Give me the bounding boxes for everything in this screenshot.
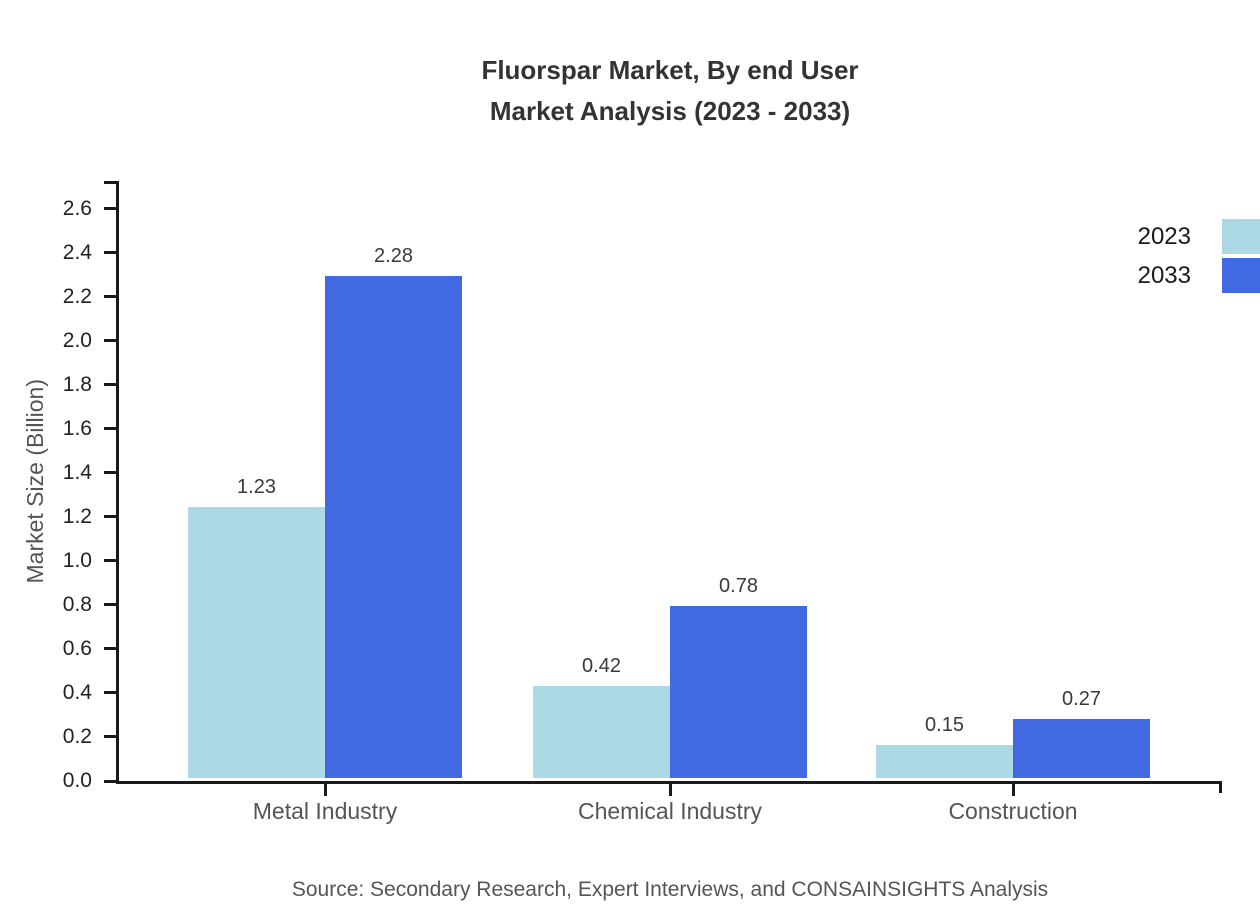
y-tick-label: 2.2: [62, 284, 92, 308]
y-tick-mark: [104, 251, 116, 255]
source-note: Source: Secondary Research, Expert Inter…: [291, 878, 1049, 901]
x-tick-mark: [668, 784, 672, 796]
y-tick-mark: [104, 691, 116, 695]
y-tick-mark: [104, 427, 116, 431]
y-tick-label: 1.2: [62, 504, 92, 528]
y-tick-mark: [104, 779, 116, 783]
y-tick-mark: [104, 515, 116, 519]
y-tick-mark: [104, 735, 116, 739]
bar-2033-construction: [1013, 719, 1150, 778]
bar-2023-chemical-industry: [533, 686, 670, 778]
bar-value-label-2033-chemical-industry: 0.78: [719, 575, 758, 597]
y-tick-label: 1.4: [62, 460, 92, 484]
y-tick-mark: [104, 295, 116, 299]
x-axis-end-cap: [1219, 781, 1222, 793]
y-axis-end-cap: [104, 181, 116, 184]
y-tick-mark: [104, 559, 116, 563]
bar-value-label-2033-metal-industry: 2.28: [374, 245, 413, 267]
chart-title-line1: Fluorspar Market, By end User: [481, 55, 859, 85]
y-tick-label: 0.6: [62, 636, 92, 660]
y-tick-label: 0.0: [62, 769, 92, 792]
y-tick-label: 1.0: [62, 548, 92, 572]
y-tick-label: 2.0: [62, 328, 92, 352]
y-tick-mark: [104, 471, 116, 475]
chart-title-line2: Market Analysis (2023 - 2033): [489, 96, 851, 126]
y-tick-mark: [104, 339, 116, 343]
legend-item-2023: 2023: [1138, 219, 1260, 254]
bar-2033-metal-industry: [325, 276, 462, 778]
y-axis-line: [116, 181, 119, 784]
plot-area: 0.0 0.2 0.4 0.6 0.8 1.0 1.2 1.4 1.6 1.8 2.0 2.2 2.4 2…: [63, 181, 1222, 824]
legend-swatch-2023: [1222, 219, 1260, 254]
y-tick-label: 0.4: [62, 680, 92, 704]
y-tick-label: 2.6: [62, 196, 92, 220]
y-tick-mark: [104, 647, 116, 651]
x-category-label-construction: Construction: [948, 798, 1078, 824]
bar-2023-metal-industry: [188, 507, 325, 778]
y-tick-mark: [104, 603, 116, 607]
bar-value-label-2033-construction: 0.27: [1062, 688, 1101, 710]
x-category-label-chemical-industry: Chemical Industry: [577, 798, 763, 824]
y-tick-label: 1.8: [62, 372, 92, 396]
legend-swatch-2033: [1222, 258, 1260, 293]
bar-value-label-2023-construction: 0.15: [925, 714, 964, 736]
y-tick-label: 1.6: [62, 416, 92, 440]
x-tick-mark: [323, 784, 327, 796]
bar-value-label-2023-chemical-industry: 0.42: [582, 655, 621, 677]
y-tick-mark: [104, 383, 116, 387]
y-tick-mark: [104, 207, 116, 211]
x-category-label-metal-industry: Metal Industry: [252, 798, 398, 824]
legend-item-2033: 2033: [1138, 258, 1260, 293]
legend: 2023 2033: [1138, 219, 1260, 297]
bar-2033-chemical-industry: [670, 606, 807, 778]
bar-2023-construction: [876, 745, 1013, 778]
y-tick-label: 0.8: [62, 592, 92, 616]
y-tick-label: 0.2: [62, 724, 92, 748]
y-tick-label: 2.4: [62, 240, 92, 264]
legend-label-2033: 2033: [1137, 261, 1191, 289]
chart-title: Fluorspar Market, By end User Market Ana…: [118, 50, 1222, 132]
x-tick-mark: [1011, 784, 1015, 796]
bar-value-label-2023-metal-industry: 1.23: [237, 476, 276, 498]
legend-label-2023: 2023: [1137, 222, 1191, 250]
x-axis-line: [116, 781, 1222, 784]
